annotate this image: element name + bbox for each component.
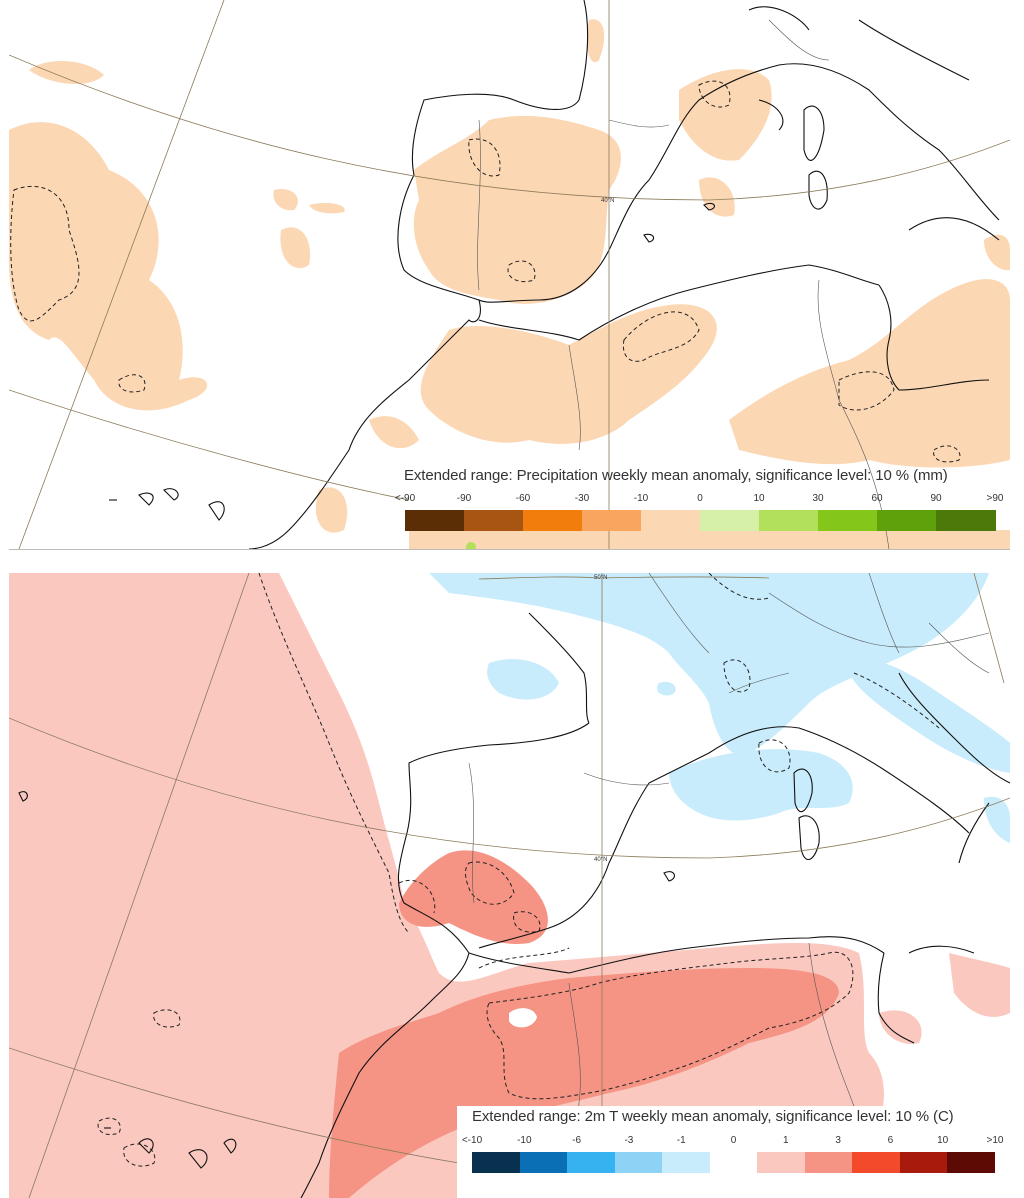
latitude-label-50n: 50°N	[594, 575, 608, 581]
legend-color-box	[700, 510, 760, 531]
panel-separator	[9, 549, 1010, 550]
legend-tick-label: >10	[986, 1135, 1004, 1146]
legend-color-box	[519, 1152, 568, 1173]
legend-tick-label: 0	[697, 493, 703, 504]
legend-color-box	[759, 510, 819, 531]
legend-tick-label: 3	[835, 1135, 841, 1146]
legend-tick-label: -10	[517, 1135, 532, 1146]
temp-coastlines	[18, 612, 1010, 1198]
legend-tick-label: 30	[812, 493, 824, 504]
legend-tick-label: 6	[887, 1135, 894, 1146]
legend-color-box	[877, 510, 937, 531]
legend-color-box	[804, 1152, 853, 1173]
legend-color-box	[757, 1152, 806, 1173]
legend-color-box	[709, 1152, 758, 1173]
legend-color-box	[614, 1152, 663, 1173]
legend-color-box	[523, 510, 583, 531]
temperature-anomaly-map: 50°N 40°N Extended range: 2m T weekly me…	[9, 573, 1010, 1198]
legend-color-box	[567, 1152, 616, 1173]
legend-color-box	[464, 510, 524, 531]
precip-coastlines	[109, 0, 1000, 549]
precip-borders	[477, 19, 890, 549]
temp-graticule	[9, 573, 1010, 1198]
legend-tick-label: -30	[574, 493, 590, 504]
legend-tick-label: -10	[633, 493, 649, 504]
legend-color-box	[472, 1152, 521, 1173]
legend-tick-label: -90	[456, 493, 472, 504]
temp-neutral-gaps	[509, 1008, 537, 1028]
temperature-legend-title: Extended range: 2m T weekly mean anomaly…	[472, 1108, 954, 1125]
legend-color-box	[947, 1152, 996, 1173]
legend-tick-label: -60	[515, 493, 531, 504]
precipitation-legend-title: Extended range: Precipitation weekly mea…	[404, 467, 948, 484]
legend-color-box	[662, 1152, 711, 1173]
legend-color-box	[818, 510, 878, 531]
legend-tick-label: 10	[937, 1135, 949, 1146]
legend-tick-label: >90	[986, 493, 1004, 504]
legend-tick-label: <-10	[461, 1135, 483, 1146]
legend-tick-label: 90	[930, 493, 942, 504]
legend-tick-label: 0	[730, 1135, 737, 1146]
precip-graticule	[9, 0, 1010, 549]
legend-tick-label: -1	[676, 1135, 686, 1146]
latitude-label-40n: 40°N	[601, 198, 615, 204]
legend-color-box	[852, 1152, 901, 1173]
legend-tick-label: 60	[871, 493, 883, 504]
precipitation-map-svg	[9, 0, 1010, 549]
legend-color-box	[899, 1152, 948, 1173]
legend-color-box	[582, 510, 642, 531]
legend-tick-label: 10	[753, 493, 765, 504]
temp-significance-contours	[97, 573, 940, 1167]
legend-tick-label: <-90	[394, 493, 416, 504]
latitude-label-40n: 40°N	[594, 857, 608, 863]
precip-significance-contours	[10, 80, 961, 463]
temp-cool-anomaly	[429, 573, 1010, 843]
precip-anomaly-patches	[9, 19, 1010, 549]
legend-color-box	[405, 510, 465, 531]
legend-color-box	[641, 510, 701, 531]
legend-color-box	[936, 510, 996, 531]
legend-tick-label: -6	[572, 1135, 582, 1146]
precipitation-anomaly-map: 40°N Extended range: Precipitation weekl…	[9, 0, 1010, 549]
legend-tick-label: 1	[783, 1135, 789, 1146]
legend-tick-label: -3	[624, 1135, 634, 1146]
temperature-map-svg	[9, 573, 1010, 1198]
